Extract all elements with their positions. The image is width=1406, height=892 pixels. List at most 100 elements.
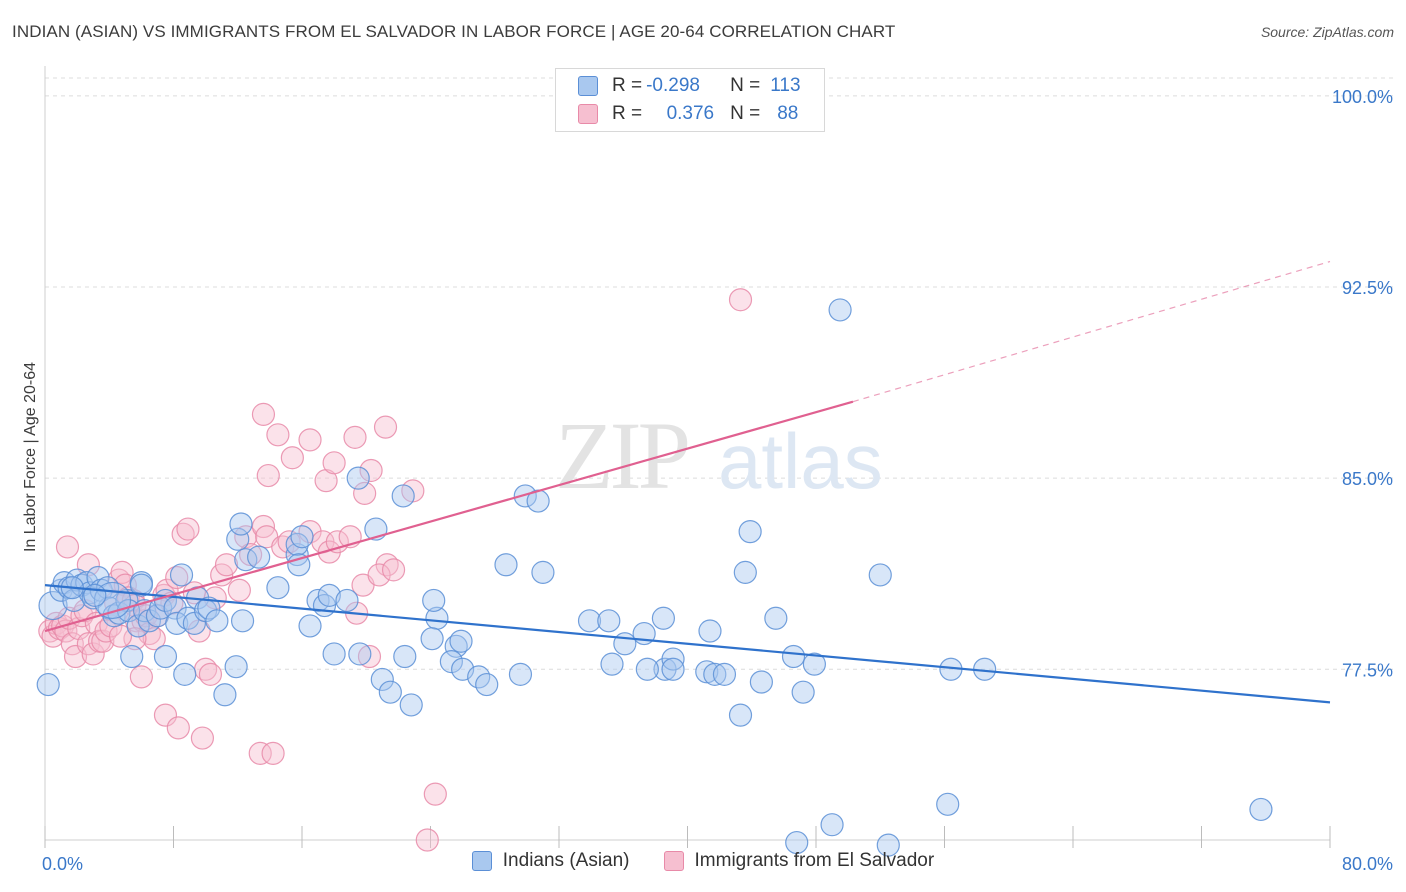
point-indians-asian	[781, 644, 806, 669]
point-el-salvador	[153, 703, 178, 727]
point-indians-asian	[1249, 797, 1273, 822]
series-legend: Indians (Asian) Immigrants from El Salva…	[0, 850, 1406, 872]
legend-r-value: 0.376	[666, 103, 715, 124]
point-indians-asian	[791, 680, 815, 704]
point-indians-asian	[738, 520, 762, 544]
point-el-salvador	[359, 458, 383, 483]
point-indians-asian	[661, 647, 685, 671]
point-indians-asian	[197, 596, 221, 620]
point-indians-asian	[229, 512, 253, 536]
point-indians-asian	[399, 693, 423, 717]
point-indians-asian	[38, 590, 68, 621]
trend-line-indians-asian	[44, 584, 1331, 704]
legend-swatch-blue	[578, 76, 598, 96]
point-el-salvador	[728, 288, 753, 312]
watermark-zip: ZIP	[555, 402, 688, 509]
point-indians-asian	[205, 609, 229, 633]
point-indians-asian	[165, 611, 189, 635]
point-indians-asian	[828, 298, 852, 322]
point-indians-asian	[785, 830, 809, 855]
source-label: Source: ZipAtlas.com	[1260, 24, 1394, 40]
point-el-salvador	[176, 517, 200, 541]
point-el-salvador	[322, 451, 346, 475]
point-el-salvador	[353, 481, 377, 506]
point-indians-asian	[508, 662, 533, 686]
point-indians-asian	[370, 667, 394, 692]
point-el-salvador	[357, 644, 382, 669]
y-tick-label: 92.5%	[1342, 278, 1393, 298]
point-indians-asian	[661, 657, 685, 681]
point-el-salvador	[227, 578, 251, 602]
point-el-salvador	[373, 415, 398, 439]
trend-lines	[44, 260, 1331, 704]
point-indians-asian	[513, 484, 537, 508]
point-el-salvador	[234, 525, 258, 549]
chart-title: INDIAN (ASIAN) VS IMMIGRANTS FROM EL SAL…	[12, 22, 896, 41]
trend-line-el-salvador-projection	[852, 260, 1331, 403]
legend-row-pink: R = 0.376 N = 88	[578, 100, 798, 128]
point-indians-asian	[230, 609, 255, 633]
legend-n-value: 88	[777, 103, 799, 124]
legend-label-el-salvador: Immigrants from El Salvador	[694, 850, 935, 871]
point-indians-asian	[698, 619, 722, 643]
point-indians-asian	[213, 683, 237, 707]
point-indians-asian	[83, 583, 107, 607]
legend-r-value: -0.298	[646, 75, 700, 96]
legend-n-label: N =	[730, 75, 761, 96]
point-indians-asian	[393, 644, 417, 669]
point-indians-asian	[224, 655, 248, 679]
point-el-salvador	[190, 726, 215, 750]
point-indians-asian	[322, 642, 346, 666]
y-tick-label: 100.0%	[1332, 87, 1393, 107]
grid-lines	[45, 77, 1395, 670]
point-indians-asian	[36, 672, 60, 697]
series-indians-asian	[36, 298, 1273, 857]
point-indians-asian	[703, 662, 727, 686]
point-indians-asian	[247, 545, 271, 569]
point-indians-asian	[868, 563, 892, 587]
legend-n-label: N =	[730, 103, 761, 124]
legend-item-el-salvador: Immigrants from El Salvador	[663, 850, 935, 872]
point-indians-asian	[153, 644, 178, 669]
point-indians-asian	[651, 606, 676, 630]
point-el-salvador	[248, 741, 272, 765]
point-indians-asian	[422, 588, 446, 613]
point-el-salvador	[266, 423, 290, 447]
point-indians-asian	[226, 527, 250, 551]
legend-item-indians: Indians (Asian)	[471, 850, 630, 872]
y-axis-label: In Labor Force | Age 20-64	[22, 362, 39, 552]
legend-swatch-blue	[471, 851, 492, 871]
point-indians-asian	[733, 560, 757, 585]
point-el-salvador	[298, 428, 322, 452]
point-indians-asian	[120, 644, 144, 669]
point-indians-asian	[420, 627, 444, 651]
point-el-salvador	[198, 662, 223, 686]
watermark-atlas: atlas	[718, 417, 883, 505]
point-indians-asian	[764, 606, 788, 630]
point-indians-asian	[600, 652, 624, 676]
point-el-salvador	[129, 665, 153, 689]
legend-swatch-pink	[663, 851, 684, 871]
point-indians-asian	[129, 573, 153, 597]
correlation-legend: R = -0.298 N = 113 R = 0.376 N = 88	[555, 68, 825, 132]
point-indians-asian	[531, 560, 555, 585]
point-el-salvador	[63, 644, 88, 669]
axes	[44, 66, 1331, 848]
point-indians-asian	[802, 652, 826, 676]
point-el-salvador	[166, 716, 190, 740]
point-el-salvador	[423, 782, 447, 806]
point-indians-asian	[287, 553, 311, 577]
point-indians-asian	[378, 680, 402, 704]
point-indians-asian	[712, 662, 737, 686]
legend-swatch-pink	[578, 104, 598, 124]
point-el-salvador	[280, 446, 304, 470]
x-tick-label: 0.0%	[42, 854, 83, 874]
point-indians-asian	[876, 833, 900, 857]
legend-r-label: R =	[612, 103, 643, 124]
point-indians-asian	[298, 614, 322, 638]
point-indians-asian	[728, 703, 753, 727]
point-indians-asian	[613, 632, 637, 656]
point-indians-asian	[173, 662, 197, 686]
point-indians-asian	[126, 614, 150, 638]
point-el-salvador	[415, 828, 439, 852]
